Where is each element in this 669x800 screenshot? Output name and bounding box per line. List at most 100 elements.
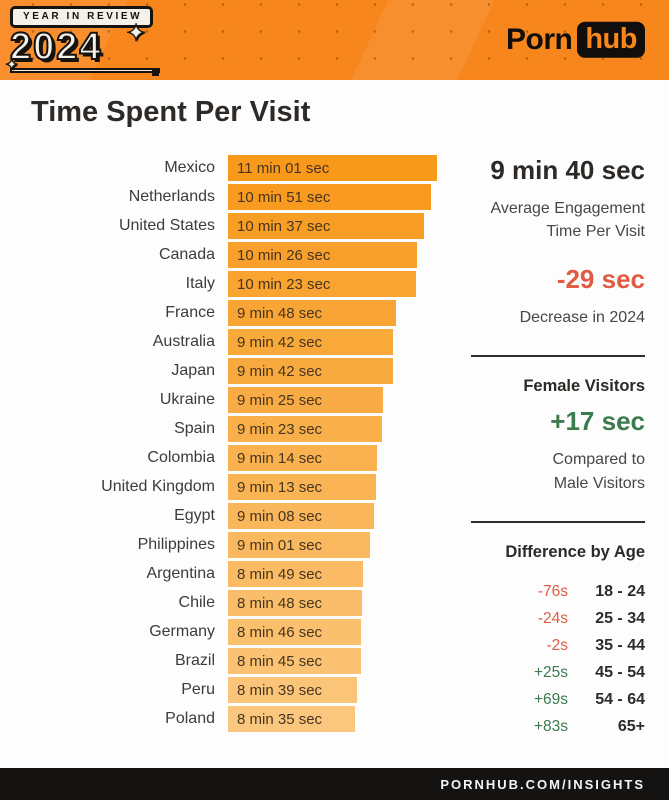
country-label: Philippines xyxy=(137,536,215,553)
chart-row: Germany 8 min 46 sec xyxy=(0,619,437,645)
country-label: Spain xyxy=(174,420,215,437)
age-row: +25s 45 - 54 xyxy=(437,664,645,682)
chart-row: Philippines 9 min 01 sec xyxy=(0,532,437,558)
chart-row: Canada 10 min 26 sec xyxy=(0,242,437,268)
pornhub-logo-hub-badge: hub xyxy=(577,21,645,59)
country-label: Argentina xyxy=(146,565,216,582)
age-range-label: 18 - 24 xyxy=(595,582,645,600)
average-time-caption: Average Engagement Time Per Visit xyxy=(490,200,645,241)
time-bar: 9 min 23 sec xyxy=(228,416,382,442)
country-label: France xyxy=(165,304,215,321)
age-range-label: 35 - 44 xyxy=(595,636,645,654)
stats-panel: 9 min 40 sec Average Engagement Time Per… xyxy=(437,155,669,736)
chart-row: Australia 9 min 42 sec xyxy=(0,329,437,355)
logo-underline-bar xyxy=(10,68,160,77)
chart-row: Chile 8 min 48 sec xyxy=(0,590,437,616)
time-bar: 9 min 42 sec xyxy=(228,329,393,355)
divider-line xyxy=(471,355,645,358)
page-title: Time Spent Per Visit xyxy=(31,96,311,128)
age-diff-value: +69s xyxy=(533,690,568,708)
age-range-label: 45 - 54 xyxy=(595,663,645,681)
chart-row: Peru 8 min 39 sec xyxy=(0,677,437,703)
country-label: Italy xyxy=(185,275,215,292)
change-value: -29 sec xyxy=(556,263,645,294)
chart-row: United States 10 min 37 sec xyxy=(0,213,437,239)
chart-row: Japan 9 min 42 sec xyxy=(0,358,437,384)
country-label: Chile xyxy=(178,594,215,611)
female-visitors-value: +17 sec xyxy=(550,406,645,437)
age-row: -76s 18 - 24 xyxy=(437,583,645,601)
time-bar: 9 min 25 sec xyxy=(228,387,383,413)
country-label: Ukraine xyxy=(159,391,215,408)
chart-row: Colombia 9 min 14 sec xyxy=(0,445,437,471)
time-bar: 10 min 26 sec xyxy=(228,242,417,268)
chart-row: Argentina 8 min 49 sec xyxy=(0,561,437,587)
bar-chart: Mexico 11 min 01 sec Netherlands 10 min 51 … xyxy=(0,155,437,732)
difference-by-age-heading: Difference by Age xyxy=(505,542,645,561)
time-bar: 8 min 48 sec xyxy=(228,590,362,616)
time-bar: 11 min 01 sec xyxy=(228,155,437,181)
header-banner: YEAR IN REVIEW 2024 ✦ ✦ Porn hub xyxy=(0,0,669,80)
age-row: -24s 25 - 34 xyxy=(437,610,645,628)
country-label: Japan xyxy=(171,362,215,379)
age-range-label: 25 - 34 xyxy=(595,609,645,627)
chart-row: Mexico 11 min 01 sec xyxy=(0,155,437,181)
time-bar: 8 min 35 sec xyxy=(228,706,355,732)
country-label: Netherlands xyxy=(128,188,215,205)
female-visitors-heading: Female Visitors xyxy=(523,377,645,396)
country-label: Australia xyxy=(152,333,215,350)
female-visitors-caption: Compared to Male Visitors xyxy=(552,451,646,492)
age-diff-value: -24s xyxy=(537,609,568,627)
chart-row: Ukraine 9 min 25 sec xyxy=(0,387,437,413)
age-diff-value: -2s xyxy=(546,636,568,654)
country-label: United Kingdom xyxy=(101,478,215,495)
time-bar: 8 min 39 sec xyxy=(228,677,357,703)
country-label: Colombia xyxy=(147,449,215,466)
time-bar: 9 min 01 sec xyxy=(228,532,370,558)
chart-row: Poland 8 min 35 sec xyxy=(0,706,437,732)
age-diff-value: +25s xyxy=(533,663,568,681)
time-bar: 9 min 42 sec xyxy=(228,358,393,384)
chart-row: United Kingdom 9 min 13 sec xyxy=(0,474,437,500)
time-bar: 9 min 48 sec xyxy=(228,300,396,326)
chart-row: Brazil 8 min 45 sec xyxy=(0,648,437,674)
pornhub-logo-porn-text: Porn xyxy=(506,23,573,56)
time-bar: 10 min 37 sec xyxy=(228,213,424,239)
year-in-review-logo: YEAR IN REVIEW 2024 ✦ ✦ xyxy=(4,6,180,77)
country-label: Peru xyxy=(181,681,215,698)
country-label: Egypt xyxy=(174,507,215,524)
country-label: Canada xyxy=(158,246,215,263)
country-label: Mexico xyxy=(164,159,215,176)
footer-url: PORNHUB.COM/INSIGHTS xyxy=(440,776,645,792)
time-bar: 9 min 14 sec xyxy=(228,445,377,471)
year-in-review-badge: YEAR IN REVIEW xyxy=(10,6,154,28)
time-bar: 10 min 23 sec xyxy=(228,271,416,297)
time-bar: 9 min 13 sec xyxy=(228,474,376,500)
time-bar: 8 min 45 sec xyxy=(228,648,361,674)
time-bar: 10 min 51 sec xyxy=(228,184,431,210)
country-label: Germany xyxy=(149,623,215,640)
time-bar: 8 min 46 sec xyxy=(228,619,361,645)
time-bar: 8 min 49 sec xyxy=(228,561,363,587)
chart-row: Egypt 9 min 08 sec xyxy=(0,503,437,529)
average-time-value: 9 min 40 sec xyxy=(490,155,645,185)
divider-line xyxy=(471,520,645,523)
age-diff-value: +83s xyxy=(533,717,568,735)
age-diff-value: -76s xyxy=(537,582,568,600)
age-row: -2s 35 - 44 xyxy=(437,637,645,655)
year-2024-wordmark: 2024 xyxy=(9,26,103,68)
chart-row: France 9 min 48 sec xyxy=(0,300,437,326)
chart-row: Netherlands 10 min 51 sec xyxy=(0,184,437,210)
footer-bar: PORNHUB.COM/INSIGHTS xyxy=(0,768,669,800)
country-label: United States xyxy=(118,217,215,234)
chart-row: Spain 9 min 23 sec xyxy=(0,416,437,442)
country-label: Poland xyxy=(165,710,215,727)
age-row: +69s 54 - 64 xyxy=(437,691,645,709)
age-difference-list: -76s 18 - 24 -24s 25 - 34 -2s 35 - 44 +2… xyxy=(437,583,645,736)
change-caption: Decrease in 2024 xyxy=(519,308,645,326)
age-range-label: 54 - 64 xyxy=(595,690,645,708)
time-bar: 9 min 08 sec xyxy=(228,503,374,529)
age-row: +83s 65+ xyxy=(437,718,645,736)
main-content: Time Spent Per Visit Mexico 11 min 01 sec… xyxy=(0,80,669,768)
